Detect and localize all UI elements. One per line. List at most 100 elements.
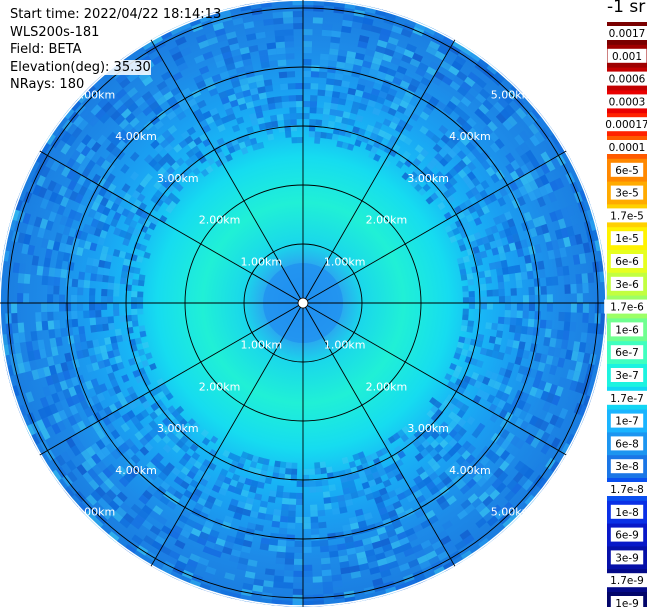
heat-cell [314, 137, 321, 144]
heat-cell [384, 73, 395, 83]
heat-cell [491, 322, 498, 331]
heat-cell [297, 137, 303, 144]
heat-cell [514, 460, 525, 472]
heat-cell [466, 326, 474, 333]
heat-cell [154, 407, 163, 417]
heat-cell [23, 273, 31, 284]
heat-cell [476, 388, 485, 398]
heat-cell [36, 419, 46, 431]
heat-cell [259, 55, 269, 63]
heat-cell [451, 60, 463, 71]
heat-cell [303, 576, 313, 583]
heat-cell [121, 208, 130, 218]
heat-cell [171, 161, 180, 171]
heat-cell [131, 297, 138, 303]
heat-cell [246, 522, 256, 530]
heat-cell [181, 509, 192, 519]
heat-cell [420, 448, 429, 458]
heat-cell [47, 276, 55, 286]
heat-cell [442, 561, 455, 572]
heat-cell [227, 504, 237, 513]
heat-cell [430, 430, 440, 440]
heat-cell [157, 175, 167, 185]
heat-cell [272, 587, 283, 595]
heat-cell [227, 113, 236, 122]
heat-cell [150, 115, 161, 126]
heat-cell [41, 275, 49, 286]
heat-cell [346, 474, 354, 482]
heat-cell [121, 183, 131, 193]
heat-cell [375, 449, 384, 458]
heat-cell [213, 53, 224, 63]
heat-cell [32, 184, 42, 196]
colorbar-tick-label: 0.00017 [605, 119, 647, 131]
heat-cell [51, 469, 62, 482]
heat-cell [114, 114, 126, 126]
heat-cell [120, 422, 130, 433]
heat-cell [27, 244, 35, 256]
heat-cell [477, 333, 485, 342]
heat-cell [240, 451, 249, 459]
heat-cell [29, 433, 40, 446]
heat-cell [520, 326, 528, 335]
heat-cell [322, 581, 333, 589]
heat-cell [191, 145, 201, 155]
heat-cell [331, 30, 342, 38]
heat-cell [242, 58, 253, 67]
heat-cell [240, 489, 249, 498]
heat-cell [165, 40, 178, 51]
heat-cell [143, 535, 155, 546]
heat-cell [335, 115, 343, 123]
heat-cell [65, 157, 76, 169]
heat-cell [317, 89, 326, 97]
heat-cell [49, 403, 59, 415]
heat-cell [329, 550, 339, 558]
heat-cell [464, 76, 476, 88]
heat-cell [352, 64, 362, 73]
heat-cell [562, 330, 570, 341]
heat-cell [180, 47, 192, 57]
heat-cell [115, 150, 126, 161]
heat-cell [58, 409, 68, 421]
heat-cell [338, 98, 347, 106]
heat-cell [386, 68, 397, 77]
heat-cell [346, 93, 355, 102]
heat-cell [223, 476, 232, 485]
heat-cell [161, 466, 172, 477]
heat-cell [137, 469, 148, 480]
heat-cell [452, 475, 463, 486]
heat-cell [39, 396, 49, 408]
heat-cell [220, 96, 230, 105]
heat-cell [251, 143, 259, 151]
heat-cell [115, 506, 127, 518]
heat-cell [352, 472, 360, 480]
heat-cell [131, 464, 142, 475]
colorbar-tick-label: 6e-6 [615, 256, 639, 268]
heat-cell [118, 250, 127, 259]
heat-cell [88, 115, 100, 127]
heat-cell [351, 101, 361, 109]
heat-cell [134, 431, 144, 441]
heat-cell [215, 59, 226, 69]
heat-cell [347, 87, 357, 96]
heat-cell [184, 158, 194, 167]
heat-cell [470, 358, 478, 366]
heat-cell [232, 54, 243, 63]
heat-cell [478, 491, 490, 503]
heat-cell [497, 471, 509, 483]
heat-cell [153, 120, 164, 130]
heat-cell [157, 430, 167, 440]
heat-cell [569, 380, 578, 392]
heat-cell [498, 367, 507, 377]
heat-cell [41, 303, 48, 313]
heat-cell [485, 322, 492, 330]
colorbar-tick-label: 1e-8 [615, 507, 639, 519]
heat-cell [94, 402, 104, 412]
heat-cell [127, 468, 138, 479]
heat-cell [65, 448, 76, 460]
heat-cell [414, 452, 424, 462]
heat-cell [380, 569, 392, 578]
heat-cell [495, 436, 506, 447]
heat-cell [110, 336, 118, 344]
heat-cell [137, 303, 144, 309]
